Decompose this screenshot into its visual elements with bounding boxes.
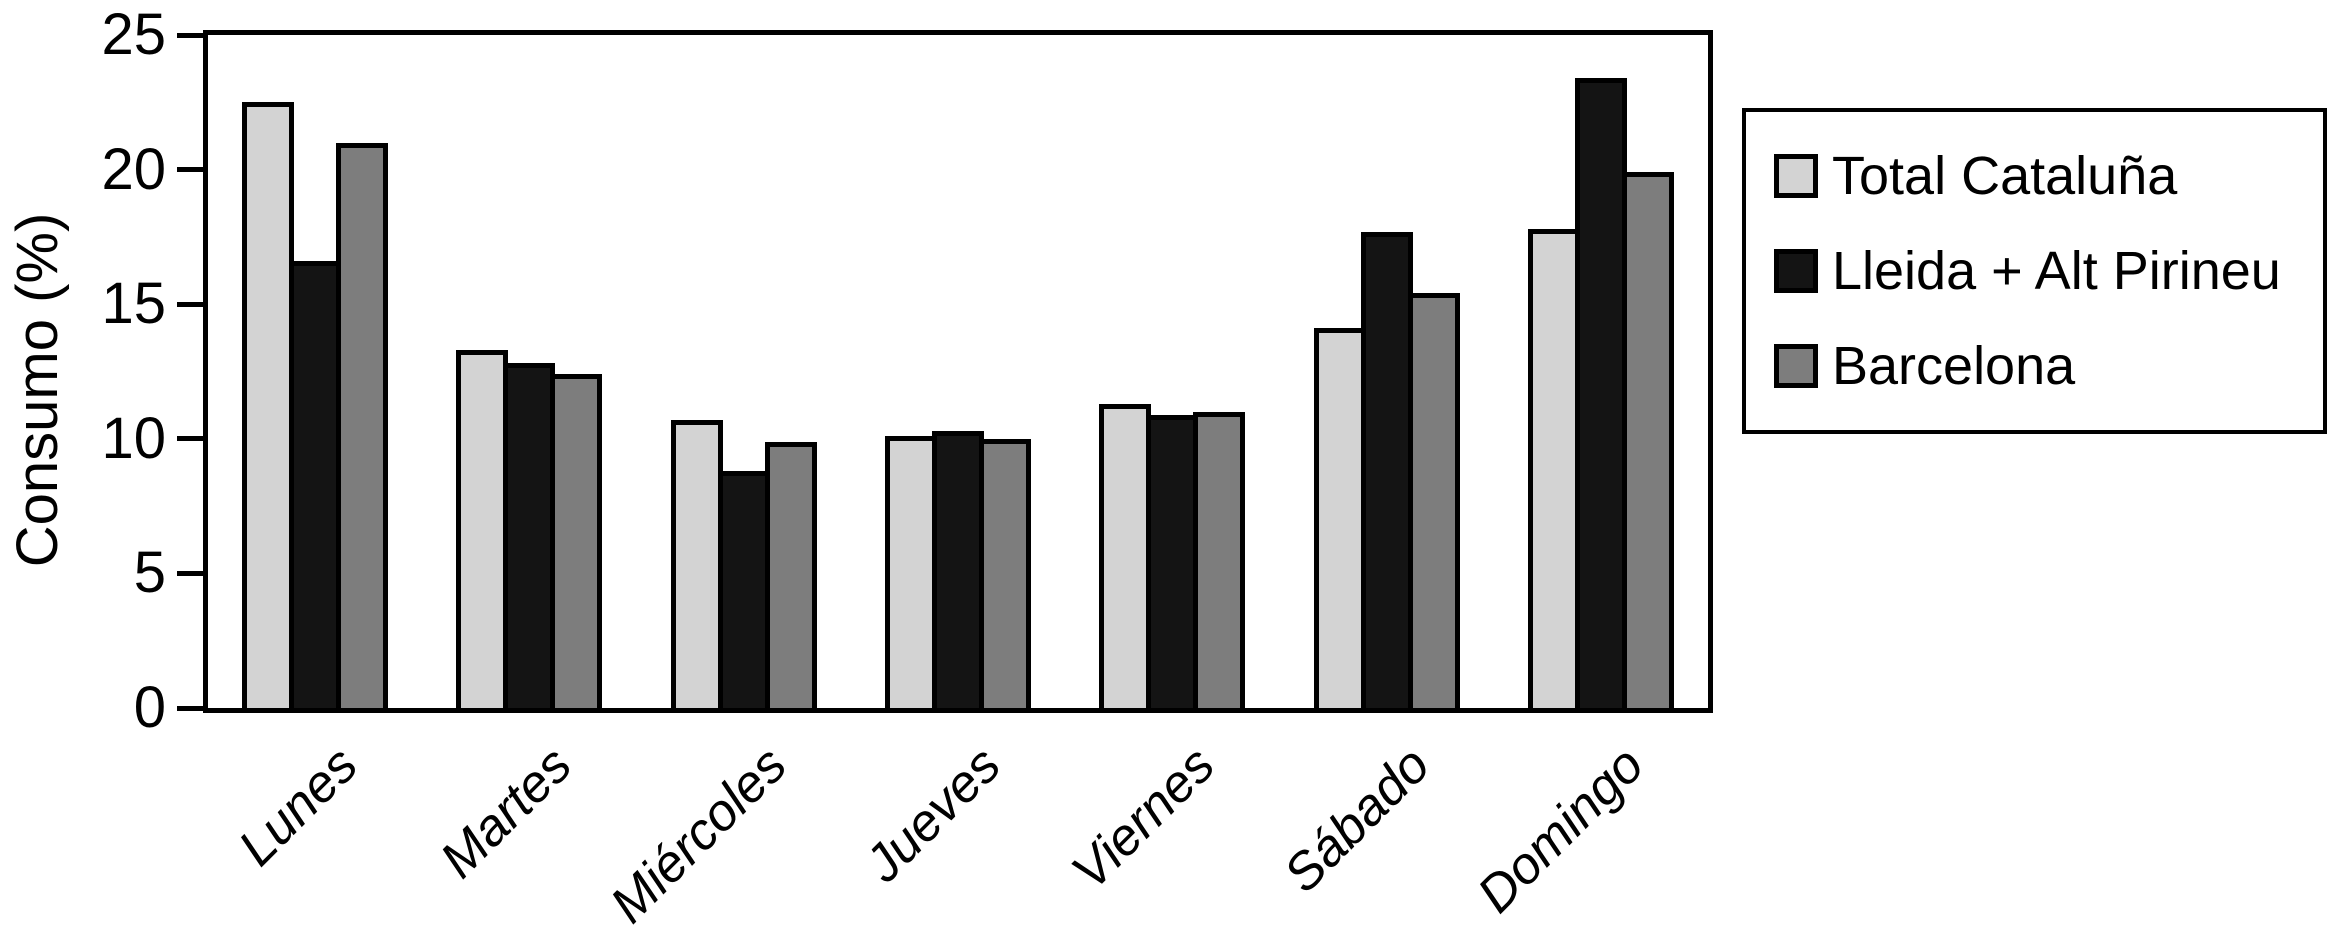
bar <box>764 441 817 708</box>
x-axis-label: Sábado <box>1272 735 1441 904</box>
bar <box>1527 228 1580 708</box>
legend-label: Barcelona <box>1832 336 2076 396</box>
x-axis-label: Miércoles <box>599 735 798 935</box>
bar <box>978 438 1031 708</box>
bar <box>1574 78 1627 708</box>
legend-swatch <box>1774 154 1818 198</box>
plot-area: 0 5 10 15 20 25 <box>101 6 1713 737</box>
y-tick <box>177 705 203 711</box>
y-tick <box>177 167 203 173</box>
bar-group <box>1065 35 1279 708</box>
bar-group <box>1494 35 1708 708</box>
x-axis-label: Martes <box>429 735 584 890</box>
bar <box>456 349 509 708</box>
bar <box>1360 231 1413 708</box>
y-tick-label: 5 <box>133 540 166 606</box>
y-axis-title: Consumo (%) <box>5 212 70 568</box>
bar-group <box>637 35 851 708</box>
legend-item: Lleida + Alt Pirineu <box>1774 241 2323 301</box>
y-tick <box>177 570 203 576</box>
bar <box>1407 293 1460 708</box>
bar <box>1193 411 1246 708</box>
y-tick-label: 10 <box>101 405 166 471</box>
legend-swatch <box>1774 344 1818 388</box>
legend: Total Cataluña Lleida + Alt Pirineu Barcel… <box>1742 108 2327 434</box>
legend-swatch <box>1774 249 1818 293</box>
y-tick <box>177 436 203 442</box>
bar-group <box>1279 35 1493 708</box>
bar <box>1146 414 1199 708</box>
bar-group <box>208 35 422 708</box>
y-tick <box>177 32 203 38</box>
bar-groups <box>208 35 1708 708</box>
bar <box>670 419 723 708</box>
legend-label: Total Cataluña <box>1832 146 2178 206</box>
legend-item: Barcelona <box>1774 336 2323 396</box>
x-axis-label: Viernes <box>1061 735 1227 901</box>
bar <box>884 436 937 708</box>
bar <box>503 363 556 708</box>
x-axis-label: Jueves <box>854 735 1012 894</box>
legend-label: Lleida + Alt Pirineu <box>1832 241 2281 301</box>
bar <box>1313 328 1366 708</box>
bar-group <box>422 35 636 708</box>
bar <box>931 430 984 708</box>
bar <box>242 102 295 708</box>
bar <box>550 374 603 708</box>
y-tick-label: 15 <box>101 271 166 337</box>
y-tick-label: 20 <box>101 136 166 202</box>
x-axis-label: Domingo <box>1466 735 1655 925</box>
y-tick-label: 25 <box>101 2 166 67</box>
legend-item: Total Cataluña <box>1774 146 2323 206</box>
bar <box>289 261 342 708</box>
bar <box>1621 172 1674 708</box>
bar <box>1099 403 1152 708</box>
bar <box>336 142 389 708</box>
y-tick <box>177 301 203 307</box>
bar-group <box>851 35 1065 708</box>
bar <box>717 471 770 708</box>
y-tick-label: 0 <box>133 675 166 740</box>
x-axis-label: Lunes <box>227 735 370 878</box>
